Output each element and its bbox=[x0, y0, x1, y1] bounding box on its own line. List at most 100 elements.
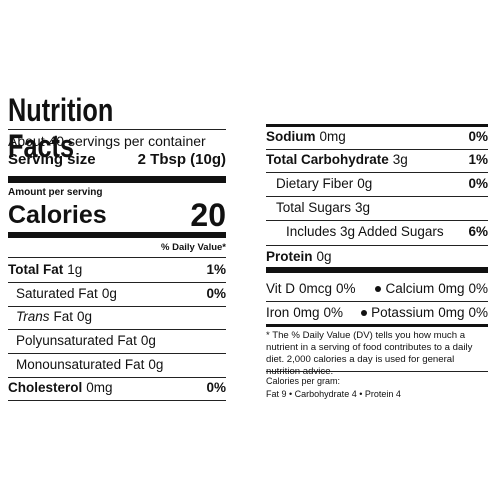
nutrient-row: Dietary Fiber 0g 0% bbox=[276, 176, 488, 192]
nutrient-amount: 0g bbox=[316, 249, 332, 264]
rule bbox=[266, 172, 488, 173]
nutrient-label: Dietary Fiber 0g bbox=[276, 176, 372, 192]
nutrient-label: Polyunsaturated Fat 0g bbox=[16, 333, 156, 349]
nutrient-name: Cholesterol bbox=[8, 380, 83, 395]
nutrient-row: Protein 0g bbox=[266, 249, 488, 265]
nutrient-name: Total Carbohydrate bbox=[266, 152, 389, 167]
nutrient-name: Sodium bbox=[266, 129, 316, 144]
serving-size-label: Serving size bbox=[8, 151, 96, 168]
vitamin: Potassium 0mg 0% bbox=[371, 305, 488, 321]
nutrient-name: Polyunsaturated Fat bbox=[16, 333, 137, 348]
nutrient-row: Monounsaturated Fat 0g bbox=[16, 357, 226, 373]
nutrient-row: Total Fat 1g 1% bbox=[8, 262, 226, 278]
vitamin-name: Iron bbox=[266, 305, 290, 320]
vitamin: Calcium 0mg 0% bbox=[385, 281, 488, 297]
nutrient-amount: 0mg bbox=[86, 380, 113, 395]
nutrient-italic: Trans bbox=[16, 309, 50, 324]
nutrient-row: Total Carbohydrate 3g 1% bbox=[266, 152, 488, 168]
calories-per-gram-label: Calories per gram: bbox=[266, 376, 341, 386]
nutrient-amount: 0g bbox=[140, 333, 156, 348]
nutrient-amount: 0g bbox=[148, 357, 164, 372]
nutrient-label: Includes 3g Added Sugars bbox=[286, 224, 444, 240]
rule bbox=[8, 400, 226, 401]
rule bbox=[266, 371, 488, 372]
rule bbox=[8, 282, 226, 283]
vitamin-name: Potassium bbox=[371, 305, 435, 320]
nutrient-name: Saturated Fat bbox=[16, 286, 98, 301]
nutrient-label: Saturated Fat 0g bbox=[16, 286, 117, 302]
nutrient-label: Total Fat 1g bbox=[8, 262, 82, 278]
daily-value: 0% bbox=[206, 286, 226, 301]
nutrient-amount: 3g bbox=[392, 152, 408, 167]
rule bbox=[8, 129, 226, 130]
rule bbox=[266, 149, 488, 150]
rule bbox=[266, 324, 488, 327]
rule bbox=[8, 306, 226, 307]
nutrient-label: Protein 0g bbox=[266, 249, 332, 265]
nutrient-row: Total Sugars 3g bbox=[276, 200, 488, 216]
rule bbox=[8, 257, 226, 258]
rule bbox=[266, 245, 488, 246]
vitamin: Iron 0mg 0% bbox=[266, 305, 343, 321]
rule bbox=[8, 329, 226, 330]
calories-per-gram-values: Fat 9 • Carbohydrate 4 • Protein 4 bbox=[266, 389, 401, 399]
nutrient-amount: 0g bbox=[101, 286, 117, 301]
rule bbox=[266, 124, 488, 127]
nutrient-row: Trans Fat 0g bbox=[16, 309, 226, 325]
bullet bbox=[374, 286, 381, 292]
nutrient-label: Trans Fat 0g bbox=[16, 309, 92, 325]
calories-label: Calories bbox=[8, 201, 107, 229]
nutrient-name: Fat bbox=[53, 309, 74, 324]
nutrient-amount: 3g bbox=[355, 200, 371, 215]
vitamin-amount: 0mg bbox=[438, 305, 465, 320]
dv-header: % Daily Value* bbox=[8, 240, 226, 256]
right-panel: Sodium 0mg 0% Total Carbohydrate 3g 1% Dietary… bbox=[266, 0, 488, 500]
calories: Calories 20 bbox=[8, 199, 226, 231]
nutrient-name: Includes 3g Added Sugars bbox=[286, 224, 444, 239]
nutrient-row: Sodium 0mg 0% bbox=[266, 129, 488, 145]
vitamin-amount: 0mg bbox=[293, 305, 320, 320]
serving-size: Serving size 2 Tbsp (10g) bbox=[8, 152, 226, 168]
rule bbox=[266, 220, 488, 221]
daily-value: 0% bbox=[468, 176, 488, 191]
servings-text: About 40 servings per container bbox=[8, 133, 206, 149]
daily-value: 6% bbox=[468, 224, 488, 239]
vitamin-name: Calcium bbox=[385, 281, 435, 296]
vitamin-amount: 0mg bbox=[438, 281, 465, 296]
rule bbox=[266, 301, 488, 302]
vitamin-row: Iron 0mg 0% Potassium 0mg 0% bbox=[266, 305, 488, 321]
nutrient-name: Monounsaturated Fat bbox=[16, 357, 145, 372]
rule bbox=[266, 196, 488, 197]
daily-value: 1% bbox=[468, 152, 488, 167]
nutrient-amount: 1g bbox=[67, 262, 83, 277]
rule bbox=[8, 176, 226, 183]
serving-size-value: 2 Tbsp (10g) bbox=[137, 151, 226, 168]
nutrient-row: Cholesterol 0mg 0% bbox=[8, 380, 226, 396]
dv-header-text: % Daily Value* bbox=[161, 242, 226, 253]
nutrient-amount: 0g bbox=[77, 309, 93, 324]
nutrient-label: Sodium 0mg bbox=[266, 129, 346, 145]
daily-value: 1% bbox=[206, 262, 226, 277]
nutrient-name: Dietary Fiber bbox=[276, 176, 354, 191]
nutrient-row: Saturated Fat 0g 0% bbox=[16, 286, 226, 302]
servings: About 40 servings per container bbox=[8, 133, 226, 149]
vitamin-dv: 0% bbox=[468, 305, 488, 320]
nutrient-label: Monounsaturated Fat 0g bbox=[16, 357, 163, 373]
nutrient-name: Protein bbox=[266, 249, 313, 264]
rule bbox=[8, 377, 226, 378]
nutrient-label: Cholesterol 0mg bbox=[8, 380, 113, 396]
vitamin-dv: 0% bbox=[468, 281, 488, 296]
nutrient-amount: 0g bbox=[357, 176, 373, 191]
nutrient-row: Polyunsaturated Fat 0g bbox=[16, 333, 226, 349]
vitamin: Vit D 0mcg 0% bbox=[266, 281, 356, 297]
nutrient-label: Total Sugars 3g bbox=[276, 200, 370, 216]
nutrient-amount: 0mg bbox=[319, 129, 346, 144]
vitamin-dv: 0% bbox=[336, 281, 356, 296]
rule bbox=[8, 232, 226, 238]
vitamin-amount: 0mcg bbox=[299, 281, 333, 296]
rule bbox=[266, 267, 488, 273]
daily-value: 0% bbox=[468, 129, 488, 144]
nutrient-label: Total Carbohydrate 3g bbox=[266, 152, 408, 168]
left-panel: Nutrition Facts About 40 servings per co… bbox=[8, 0, 226, 500]
daily-value: 0% bbox=[206, 380, 226, 395]
